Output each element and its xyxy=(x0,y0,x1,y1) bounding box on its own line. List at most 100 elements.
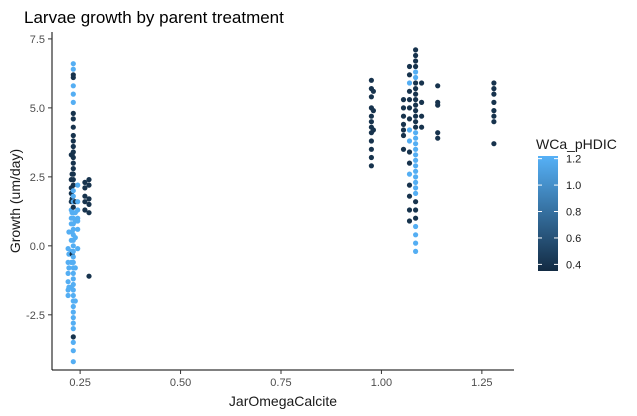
data-point xyxy=(413,91,419,97)
data-point xyxy=(70,160,76,166)
y-tick-label: 7.5 xyxy=(30,34,45,46)
data-point xyxy=(368,154,374,161)
data-point xyxy=(70,326,76,332)
data-point xyxy=(72,235,78,241)
data-point xyxy=(413,124,419,130)
data-point xyxy=(400,132,407,139)
data-point xyxy=(413,135,419,141)
data-point xyxy=(70,182,76,188)
data-point xyxy=(406,116,413,122)
data-point xyxy=(400,105,407,111)
data-point xyxy=(370,88,376,94)
data-point xyxy=(406,80,413,86)
data-point xyxy=(413,190,419,196)
x-tick-label: 0.50 xyxy=(170,377,191,389)
data-point xyxy=(70,276,76,282)
data-point xyxy=(413,146,419,152)
data-point xyxy=(435,130,441,136)
data-point xyxy=(368,119,374,125)
data-point xyxy=(70,303,76,310)
legend-tick-label: 1.2 xyxy=(566,154,581,166)
data-point xyxy=(406,193,413,199)
data-point xyxy=(65,279,71,285)
data-point xyxy=(413,80,419,86)
data-point xyxy=(419,80,425,86)
data-point xyxy=(368,113,374,119)
data-point xyxy=(82,185,88,191)
data-point xyxy=(413,185,419,191)
data-point xyxy=(491,113,497,119)
data-point xyxy=(82,193,88,199)
data-point xyxy=(491,99,497,105)
data-point xyxy=(413,63,419,70)
data-point xyxy=(66,265,72,271)
data-point xyxy=(75,207,81,213)
colorbar xyxy=(538,156,558,271)
data-point xyxy=(406,63,413,70)
data-point xyxy=(75,182,81,188)
data-point xyxy=(413,232,419,238)
data-point xyxy=(86,196,92,202)
data-point xyxy=(70,320,76,326)
data-point xyxy=(400,113,407,119)
data-point xyxy=(368,138,374,144)
data-point xyxy=(400,146,407,152)
data-point xyxy=(413,207,419,213)
data-point xyxy=(413,141,419,147)
data-point xyxy=(70,138,76,144)
data-point xyxy=(413,163,419,169)
data-point xyxy=(86,177,92,183)
data-point xyxy=(70,254,76,260)
data-point xyxy=(70,281,76,288)
chart-title: Larvae growth by parent treatment xyxy=(24,8,284,27)
data-point xyxy=(406,160,413,166)
data-point xyxy=(70,259,76,265)
data-point xyxy=(70,99,76,105)
data-point xyxy=(70,204,76,210)
data-point xyxy=(400,97,407,103)
data-point xyxy=(75,218,81,224)
data-point xyxy=(413,215,419,221)
data-point xyxy=(413,86,419,92)
data-point xyxy=(70,226,76,232)
axes-layer xyxy=(51,32,514,371)
legend-tick-label: 1.0 xyxy=(566,180,581,192)
x-tick-label: 0.75 xyxy=(270,377,291,389)
data-point xyxy=(70,188,76,194)
data-point xyxy=(368,94,374,100)
data-point xyxy=(419,124,425,130)
data-point xyxy=(70,166,76,172)
y-tick-label: 5.0 xyxy=(30,103,45,115)
legend-tick-label: 0.4 xyxy=(566,259,581,271)
data-point xyxy=(413,174,419,180)
data-point xyxy=(86,182,92,188)
data-point xyxy=(413,199,419,205)
data-point xyxy=(413,97,419,103)
x-tick-label: 1.25 xyxy=(471,377,492,389)
data-point xyxy=(413,74,419,81)
data-point xyxy=(435,83,441,89)
data-point xyxy=(413,130,419,136)
y-axis-label: Growth (um/day) xyxy=(7,149,23,253)
data-point xyxy=(70,248,76,254)
data-point xyxy=(70,149,76,155)
data-point xyxy=(400,127,407,133)
color-legend: WCa_pHDIC 1.2 1.0 0.8 0.6 0.4 xyxy=(536,136,617,271)
data-point xyxy=(491,141,497,147)
legend-ticks: 1.2 1.0 0.8 0.6 0.4 xyxy=(538,154,581,271)
data-point xyxy=(72,298,78,304)
data-point xyxy=(70,143,76,150)
data-point xyxy=(406,127,413,133)
data-point xyxy=(406,149,413,155)
data-point xyxy=(406,171,413,177)
data-point xyxy=(491,108,497,114)
data-point xyxy=(82,207,88,213)
ticks-layer: 0.25 0.50 0.75 1.00 1.25 -2.5 0.0 2.5 5.0 7.5 xyxy=(26,34,493,389)
x-tick-label: 1.00 xyxy=(371,377,392,389)
data-point xyxy=(86,201,92,207)
data-point xyxy=(70,292,76,299)
data-point xyxy=(406,105,413,111)
legend-tick-label: 0.8 xyxy=(566,207,581,219)
data-point xyxy=(413,113,419,119)
